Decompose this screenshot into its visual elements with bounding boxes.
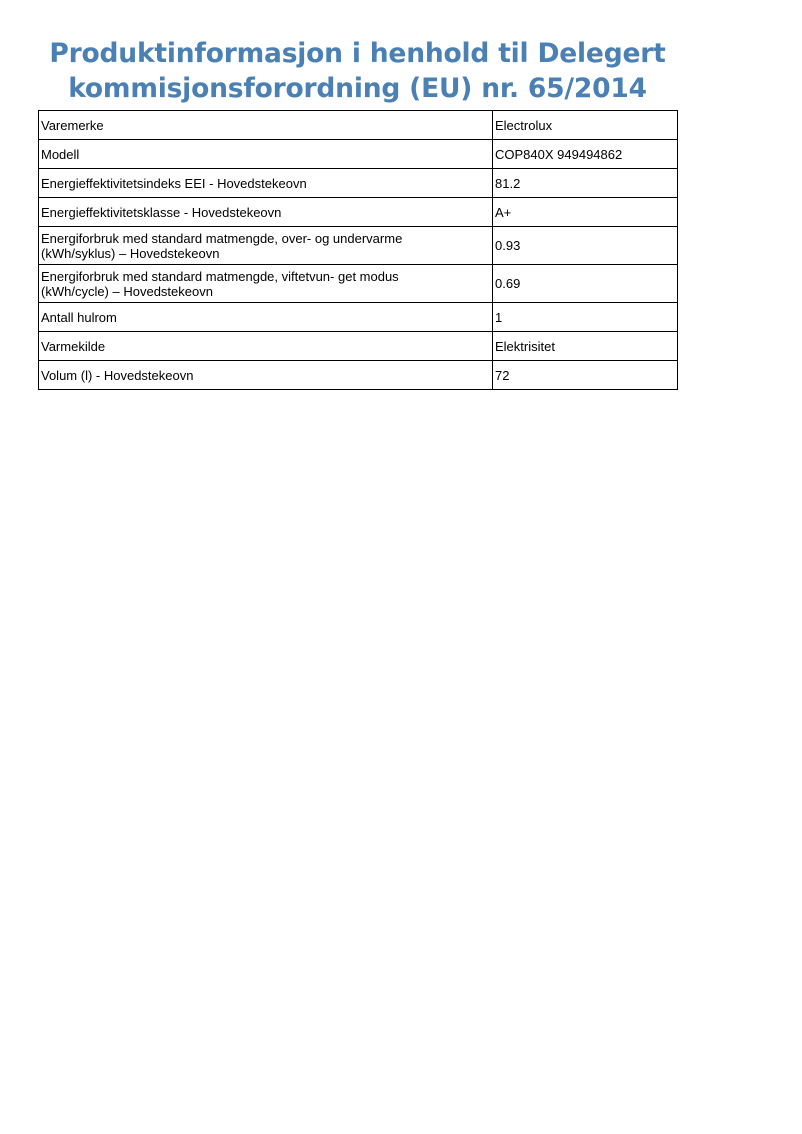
table-row: Volum (l) - Hovedstekeovn 72	[38, 360, 678, 390]
page-title: Produktinformasjon i henhold til Deleger…	[38, 36, 677, 106]
title-line-2: kommisjonsforordning (EU) nr. 65/2014	[68, 73, 647, 104]
row-label: Antall hulrom	[38, 302, 493, 332]
row-label: Varemerke	[38, 110, 493, 140]
row-label: Energiforbruk med standard matmengde, vi…	[38, 264, 493, 303]
row-label: Modell	[38, 139, 493, 169]
row-label: Varmekilde	[38, 331, 493, 361]
row-label-line-1: Energiforbruk med standard matmengde, vi…	[41, 268, 399, 284]
row-label-line-2: (kWh/cycle) – Hovedstekeovn	[41, 283, 213, 299]
row-value: Elektrisitet	[492, 331, 678, 361]
row-value: A+	[492, 197, 678, 227]
table-row: Energiforbruk med standard matmengde, vi…	[38, 264, 678, 303]
row-label: Energieffektivitetsindeks EEI - Hovedste…	[38, 168, 493, 198]
row-value: Electrolux	[492, 110, 678, 140]
row-label-line-1: Energiforbruk med standard matmengde, ov…	[41, 230, 403, 246]
row-label: Energieffektivitetsklasse - Hovedstekeov…	[38, 197, 493, 227]
table-row: Energieffektivitetsklasse - Hovedstekeov…	[38, 197, 678, 227]
table-row: Energiforbruk med standard matmengde, ov…	[38, 226, 678, 265]
product-info-table: Varemerke Electrolux Modell COP840X 9494…	[38, 110, 678, 390]
row-value: 72	[492, 360, 678, 390]
row-label: Energiforbruk med standard matmengde, ov…	[38, 226, 493, 265]
row-value: 1	[492, 302, 678, 332]
row-value: 0.69	[492, 264, 678, 303]
row-value: 0.93	[492, 226, 678, 265]
table-row: Varemerke Electrolux	[38, 110, 678, 140]
table-row: Antall hulrom 1	[38, 302, 678, 332]
table-row: Energieffektivitetsindeks EEI - Hovedste…	[38, 168, 678, 198]
title-line-1: Produktinformasjon i henhold til Deleger…	[49, 38, 666, 69]
row-label: Volum (l) - Hovedstekeovn	[38, 360, 493, 390]
row-value: 81.2	[492, 168, 678, 198]
table-row: Modell COP840X 949494862	[38, 139, 678, 169]
table-row: Varmekilde Elektrisitet	[38, 331, 678, 361]
row-label-line-2: (kWh/syklus) – Hovedstekeovn	[41, 245, 220, 261]
row-value: COP840X 949494862	[492, 139, 678, 169]
